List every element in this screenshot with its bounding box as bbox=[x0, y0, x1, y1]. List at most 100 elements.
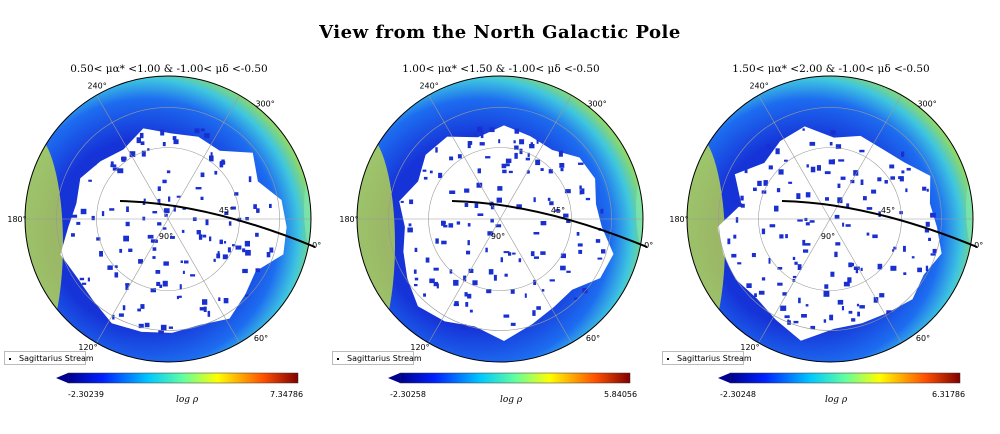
density-speck bbox=[489, 127, 495, 133]
density-speck bbox=[126, 206, 129, 212]
density-speck bbox=[757, 180, 762, 186]
density-speck bbox=[809, 141, 816, 146]
density-speck bbox=[766, 144, 771, 149]
density-speck bbox=[558, 150, 563, 157]
density-speck bbox=[91, 215, 95, 221]
density-speck bbox=[501, 163, 507, 169]
angle-tick-label: 240° bbox=[749, 82, 768, 91]
legend: Sagittarius Stream bbox=[4, 351, 94, 365]
density-speck bbox=[200, 128, 205, 132]
density-speck bbox=[152, 247, 157, 251]
density-speck bbox=[248, 176, 252, 183]
density-speck bbox=[740, 195, 744, 201]
angle-tick-label: 0° bbox=[312, 241, 321, 250]
density-speck bbox=[242, 248, 246, 253]
density-speck bbox=[834, 214, 840, 219]
density-speck bbox=[805, 192, 811, 198]
density-speck bbox=[855, 268, 859, 274]
angle-gridline bbox=[167, 95, 240, 220]
density-speck bbox=[234, 192, 239, 196]
density-speck bbox=[490, 205, 495, 210]
density-speck bbox=[559, 163, 565, 168]
radial-tick-label: 90° bbox=[491, 232, 505, 241]
density-speck bbox=[157, 198, 161, 204]
density-speck bbox=[144, 322, 150, 328]
density-speck bbox=[530, 251, 535, 257]
angle-gridline bbox=[167, 218, 240, 343]
density-speck bbox=[479, 142, 485, 146]
density-speck bbox=[746, 283, 752, 288]
colorbar-min-label: -2.30248 bbox=[720, 390, 756, 399]
density-speck bbox=[837, 197, 843, 204]
colorbar-max-label: 5.84056 bbox=[604, 390, 638, 399]
density-speck bbox=[889, 164, 895, 169]
density-speck bbox=[112, 167, 119, 171]
density-speck bbox=[582, 287, 588, 294]
angle-tick-label: 180° bbox=[8, 215, 27, 224]
density-speck bbox=[99, 251, 103, 257]
panel-2: 1.00< μα* <1.50 & -1.00< μδ <-0.50 0° 300… bbox=[332, 55, 662, 434]
density-speck bbox=[122, 305, 126, 311]
density-speck bbox=[114, 265, 118, 268]
angle-gridline bbox=[829, 95, 902, 220]
density-speck bbox=[221, 159, 225, 165]
density-speck bbox=[535, 159, 541, 166]
density-speck bbox=[805, 222, 810, 226]
density-speck bbox=[840, 176, 846, 180]
density-speck bbox=[468, 268, 474, 273]
density-speck bbox=[505, 158, 512, 163]
density-speck bbox=[147, 148, 150, 151]
density-speck bbox=[176, 295, 179, 300]
density-speck bbox=[198, 234, 203, 240]
density-speck bbox=[142, 216, 146, 221]
density-speck bbox=[433, 281, 438, 287]
density-speck bbox=[228, 221, 232, 226]
density-speck bbox=[794, 261, 798, 265]
density-speck bbox=[71, 214, 78, 218]
density-speck bbox=[846, 203, 850, 208]
density-speck bbox=[223, 298, 229, 304]
density-speck bbox=[503, 251, 510, 254]
density-speck bbox=[160, 129, 165, 136]
density-speck bbox=[114, 272, 119, 278]
density-speck bbox=[581, 188, 585, 195]
density-speck bbox=[81, 282, 87, 285]
angle-tick-label: 60° bbox=[916, 334, 930, 343]
density-speck bbox=[533, 279, 537, 285]
density-speck bbox=[162, 142, 166, 147]
density-speck bbox=[845, 224, 851, 227]
density-speck bbox=[123, 235, 129, 242]
density-speck bbox=[785, 234, 788, 239]
density-speck bbox=[408, 223, 412, 227]
density-speck bbox=[837, 183, 841, 188]
density-speck bbox=[141, 150, 146, 157]
density-speck bbox=[465, 302, 469, 307]
density-speck bbox=[255, 268, 260, 273]
density-speck bbox=[140, 304, 145, 309]
density-speck bbox=[830, 130, 836, 135]
radial-tick-label: 90° bbox=[821, 232, 835, 241]
density-speck bbox=[125, 221, 130, 227]
density-speck bbox=[443, 224, 448, 228]
density-speck bbox=[159, 284, 163, 288]
density-speck bbox=[109, 208, 115, 211]
density-speck bbox=[853, 266, 860, 270]
density-speck bbox=[901, 170, 905, 174]
density-speck bbox=[245, 217, 249, 221]
density-speck bbox=[467, 240, 470, 246]
density-speck bbox=[429, 278, 435, 284]
density-speck bbox=[578, 249, 583, 254]
density-speck bbox=[88, 179, 92, 182]
density-speck bbox=[533, 197, 536, 203]
angle-tick-label: 120° bbox=[78, 343, 97, 352]
colorbar-min-label: -2.30239 bbox=[68, 390, 104, 399]
density-speck bbox=[209, 155, 214, 162]
density-speck bbox=[768, 165, 773, 170]
density-speck bbox=[853, 170, 859, 176]
density-speck bbox=[932, 248, 937, 254]
colorbar-max-label: 6.31786 bbox=[932, 390, 966, 399]
density-speck bbox=[527, 152, 530, 157]
density-speck bbox=[555, 209, 560, 212]
density-speck bbox=[516, 204, 522, 210]
density-speck bbox=[196, 230, 201, 235]
